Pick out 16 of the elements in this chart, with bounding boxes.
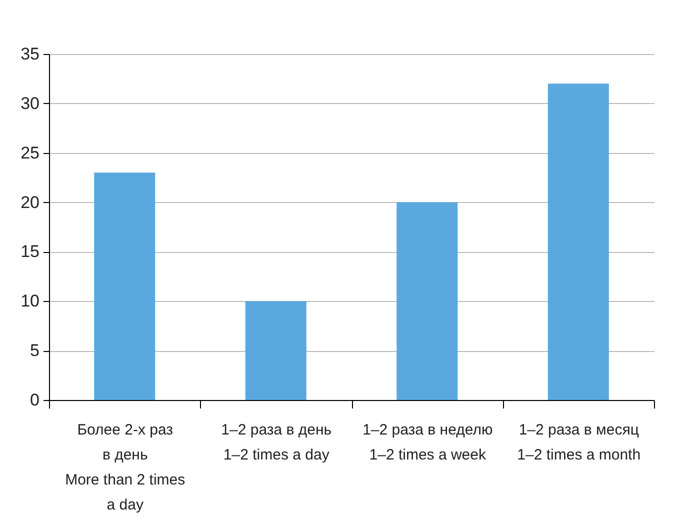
bar	[548, 84, 609, 400]
y-tick-label: 15	[20, 242, 40, 262]
x-tick-label: 1–2 раза в неделю 1–2 times a week	[362, 422, 493, 464]
y-tick-label: 25	[20, 143, 40, 162]
y-tick-label: 0	[30, 390, 40, 410]
y-tick-label: 5	[30, 341, 40, 360]
x-tick-label: Более 2-х раз в день More than 2 times a day	[65, 422, 186, 514]
bar	[245, 301, 306, 400]
y-tick-label: 30	[20, 94, 40, 113]
bar	[94, 172, 156, 400]
y-tick-label: 20	[20, 192, 40, 212]
x-tick-label: 1–2 раза в месяц 1–2 times a month	[517, 422, 641, 464]
x-tick-label: 1–2 раза в день 1–2 times a day	[221, 422, 332, 464]
bar	[396, 202, 458, 400]
y-tick-label: 10	[20, 292, 40, 311]
y-tick-label: 35	[20, 44, 40, 64]
